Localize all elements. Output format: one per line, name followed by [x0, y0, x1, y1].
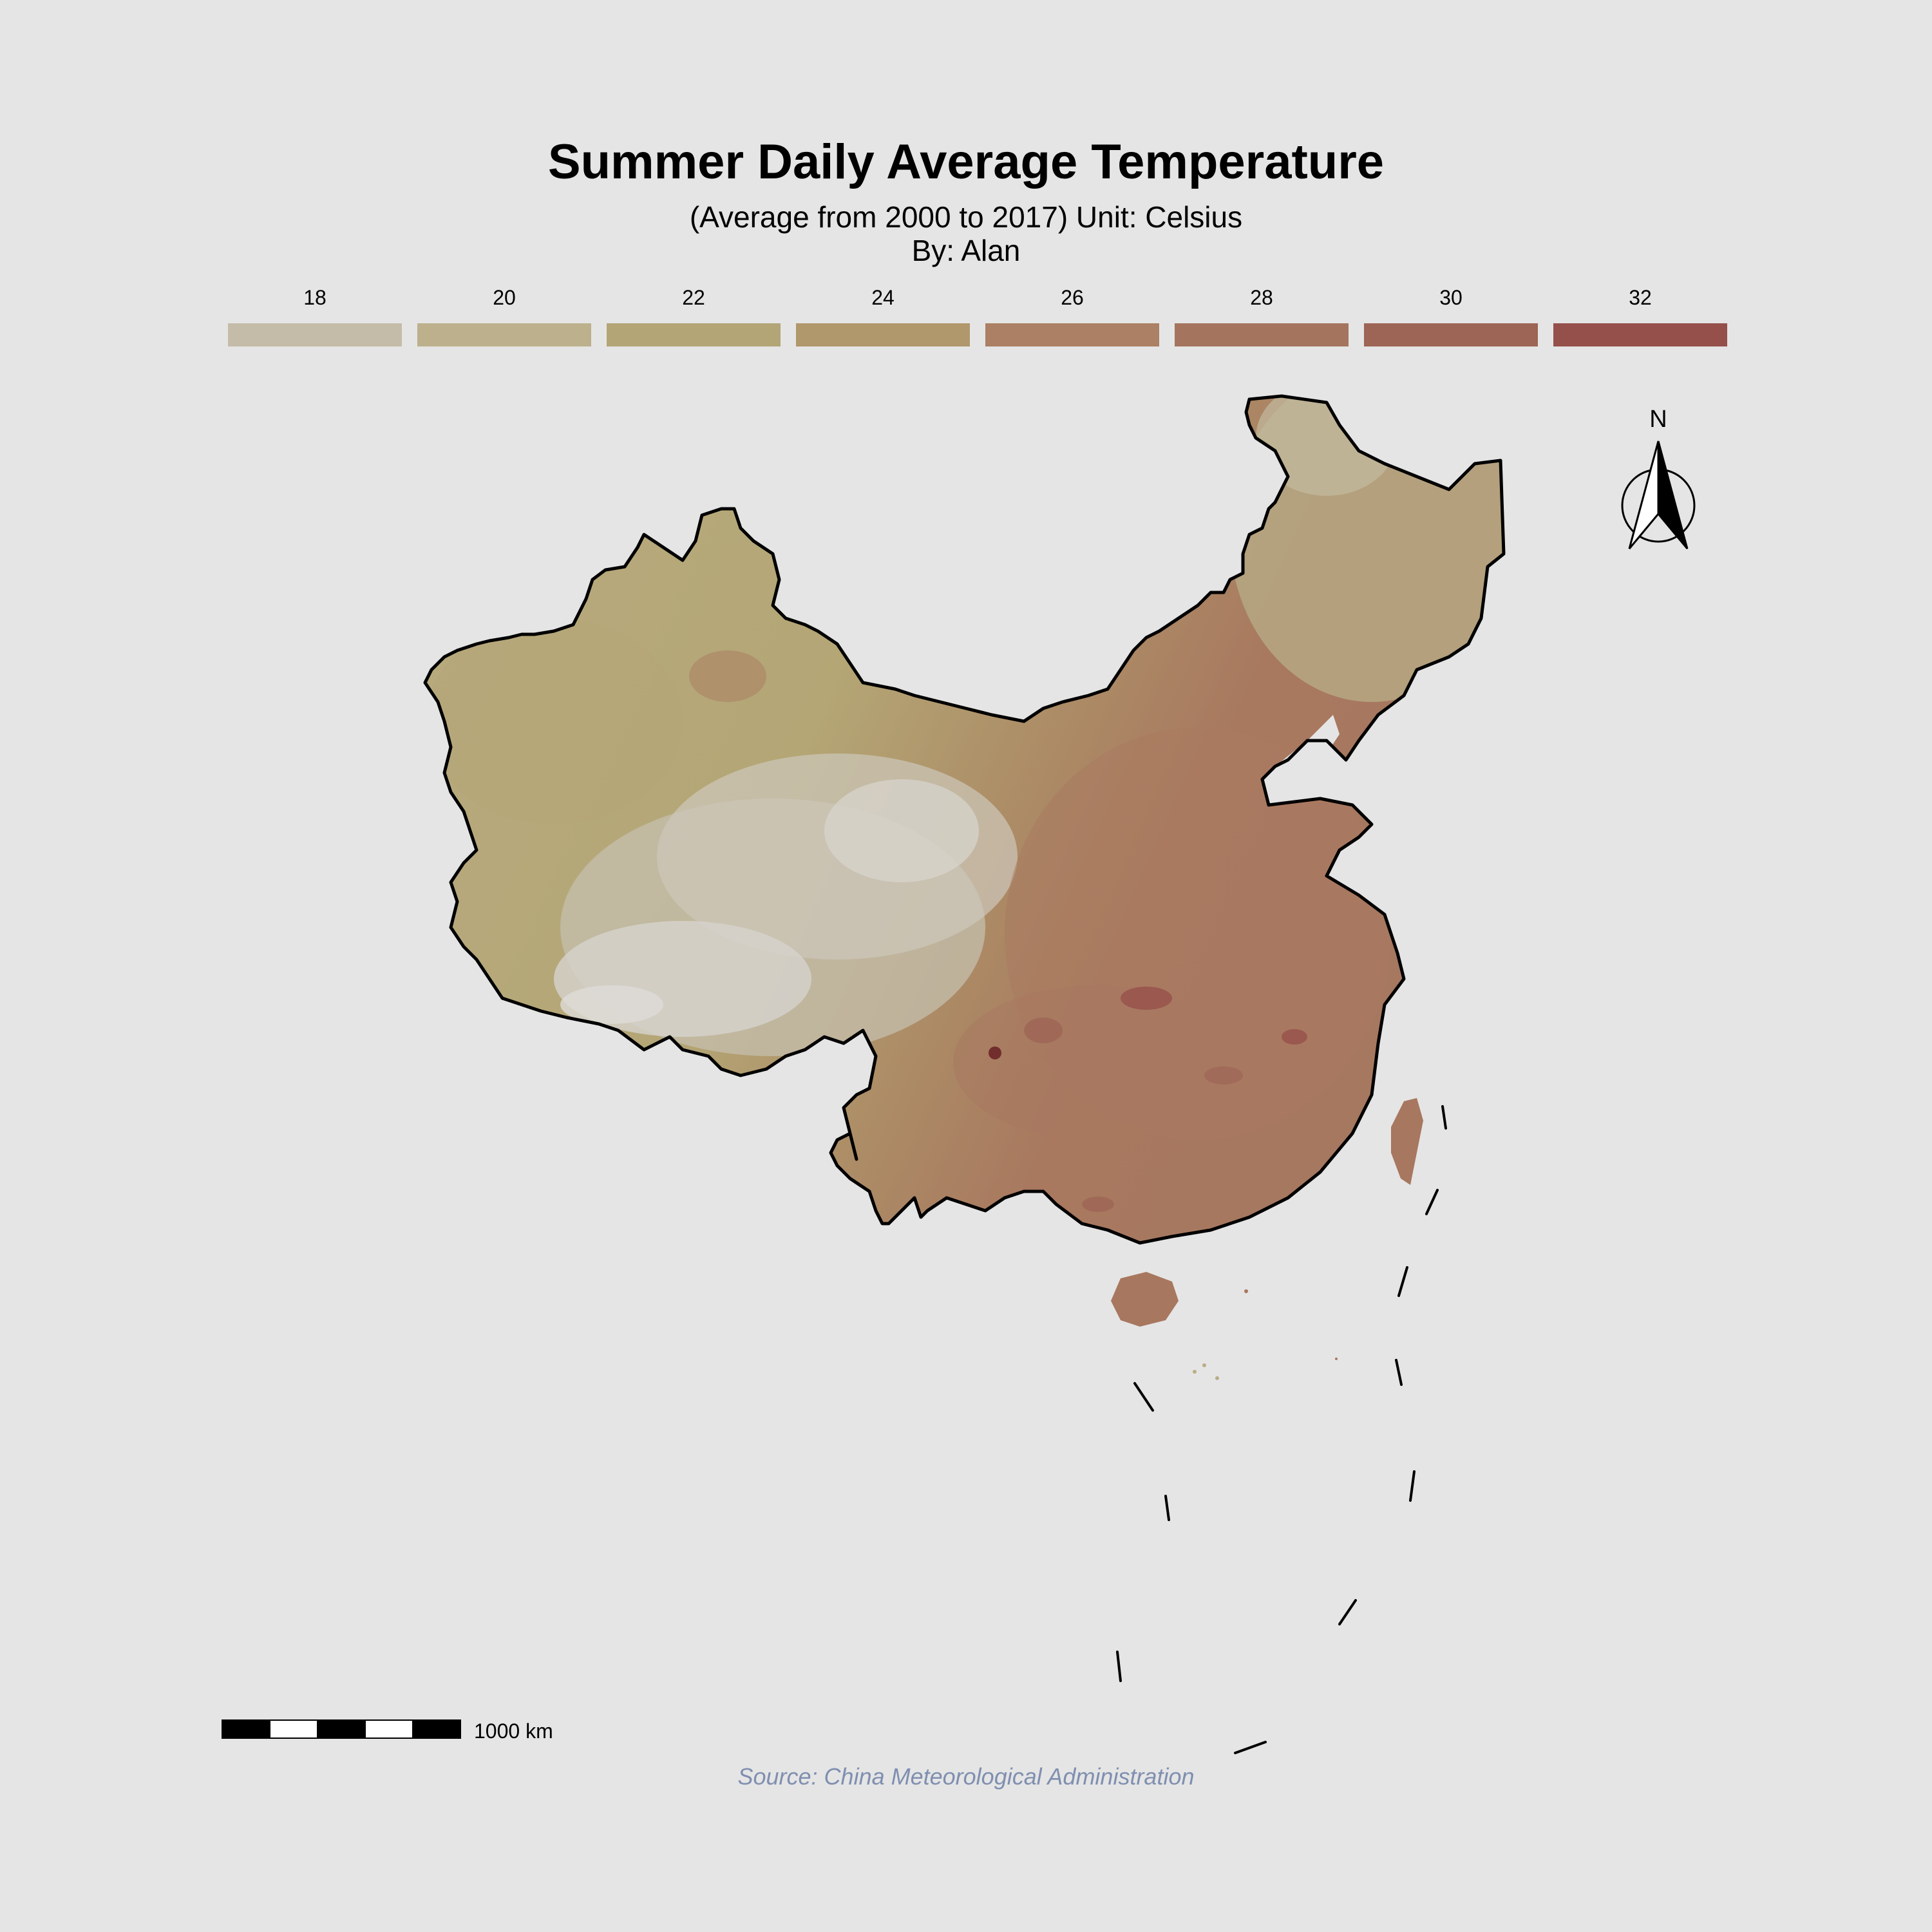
- legend-label: 28: [1250, 286, 1273, 309]
- temperature-fill: [425, 396, 1504, 1243]
- bohai-sea: [1262, 715, 1340, 799]
- legend-label: 26: [1061, 286, 1084, 309]
- legend-item: 30: [1364, 286, 1538, 350]
- legend-label: 32: [1629, 286, 1652, 309]
- taiwan-island: [1391, 1098, 1423, 1185]
- legend-label: 18: [303, 286, 327, 309]
- map-subtitle: (Average from 2000 to 2017) Unit: Celsiu…: [689, 200, 1243, 234]
- legend-swatch: [228, 323, 402, 346]
- hainan-island: [1111, 1272, 1179, 1327]
- legend-item: 28: [1175, 286, 1349, 350]
- scale-segment: [269, 1719, 318, 1739]
- scale-bar: 1000 km: [222, 1719, 608, 1745]
- north-label: N: [1649, 406, 1667, 433]
- legend-item: 18: [228, 286, 402, 350]
- legend-swatch: [417, 323, 591, 346]
- legend-label: 20: [493, 286, 516, 309]
- scale-label: 1000 km: [474, 1719, 553, 1743]
- legend-item: 20: [417, 286, 591, 350]
- nine-dash-line: [1116, 1105, 1447, 1754]
- legend-swatch: [1553, 323, 1727, 346]
- legend-swatch: [607, 323, 781, 346]
- legend-swatch: [1364, 323, 1538, 346]
- map-title: Summer Daily Average Temperature: [547, 135, 1385, 189]
- legend-swatch: [985, 323, 1159, 346]
- source-caption: Source: China Meteorological Administrat…: [737, 1763, 1195, 1790]
- legend-item: 24: [796, 286, 970, 350]
- legend-label: 30: [1439, 286, 1463, 309]
- scale-segment: [222, 1719, 270, 1739]
- color-legend: 18 20 22 24 26 28 30 32: [228, 286, 1728, 350]
- compass-icon: [1621, 440, 1696, 549]
- legend-item: 26: [985, 286, 1159, 350]
- legend-swatch: [1175, 323, 1349, 346]
- legend-label: 24: [871, 286, 895, 309]
- map-author: By: Alan: [911, 234, 1021, 267]
- legend-label: 22: [682, 286, 705, 309]
- north-arrow: N: [1610, 406, 1707, 554]
- legend-item: 22: [607, 286, 781, 350]
- legend-item: 32: [1553, 286, 1727, 350]
- scale-segment: [317, 1719, 366, 1739]
- scale-segment: [365, 1719, 413, 1739]
- scale-segment: [412, 1719, 461, 1739]
- legend-swatch: [796, 323, 970, 346]
